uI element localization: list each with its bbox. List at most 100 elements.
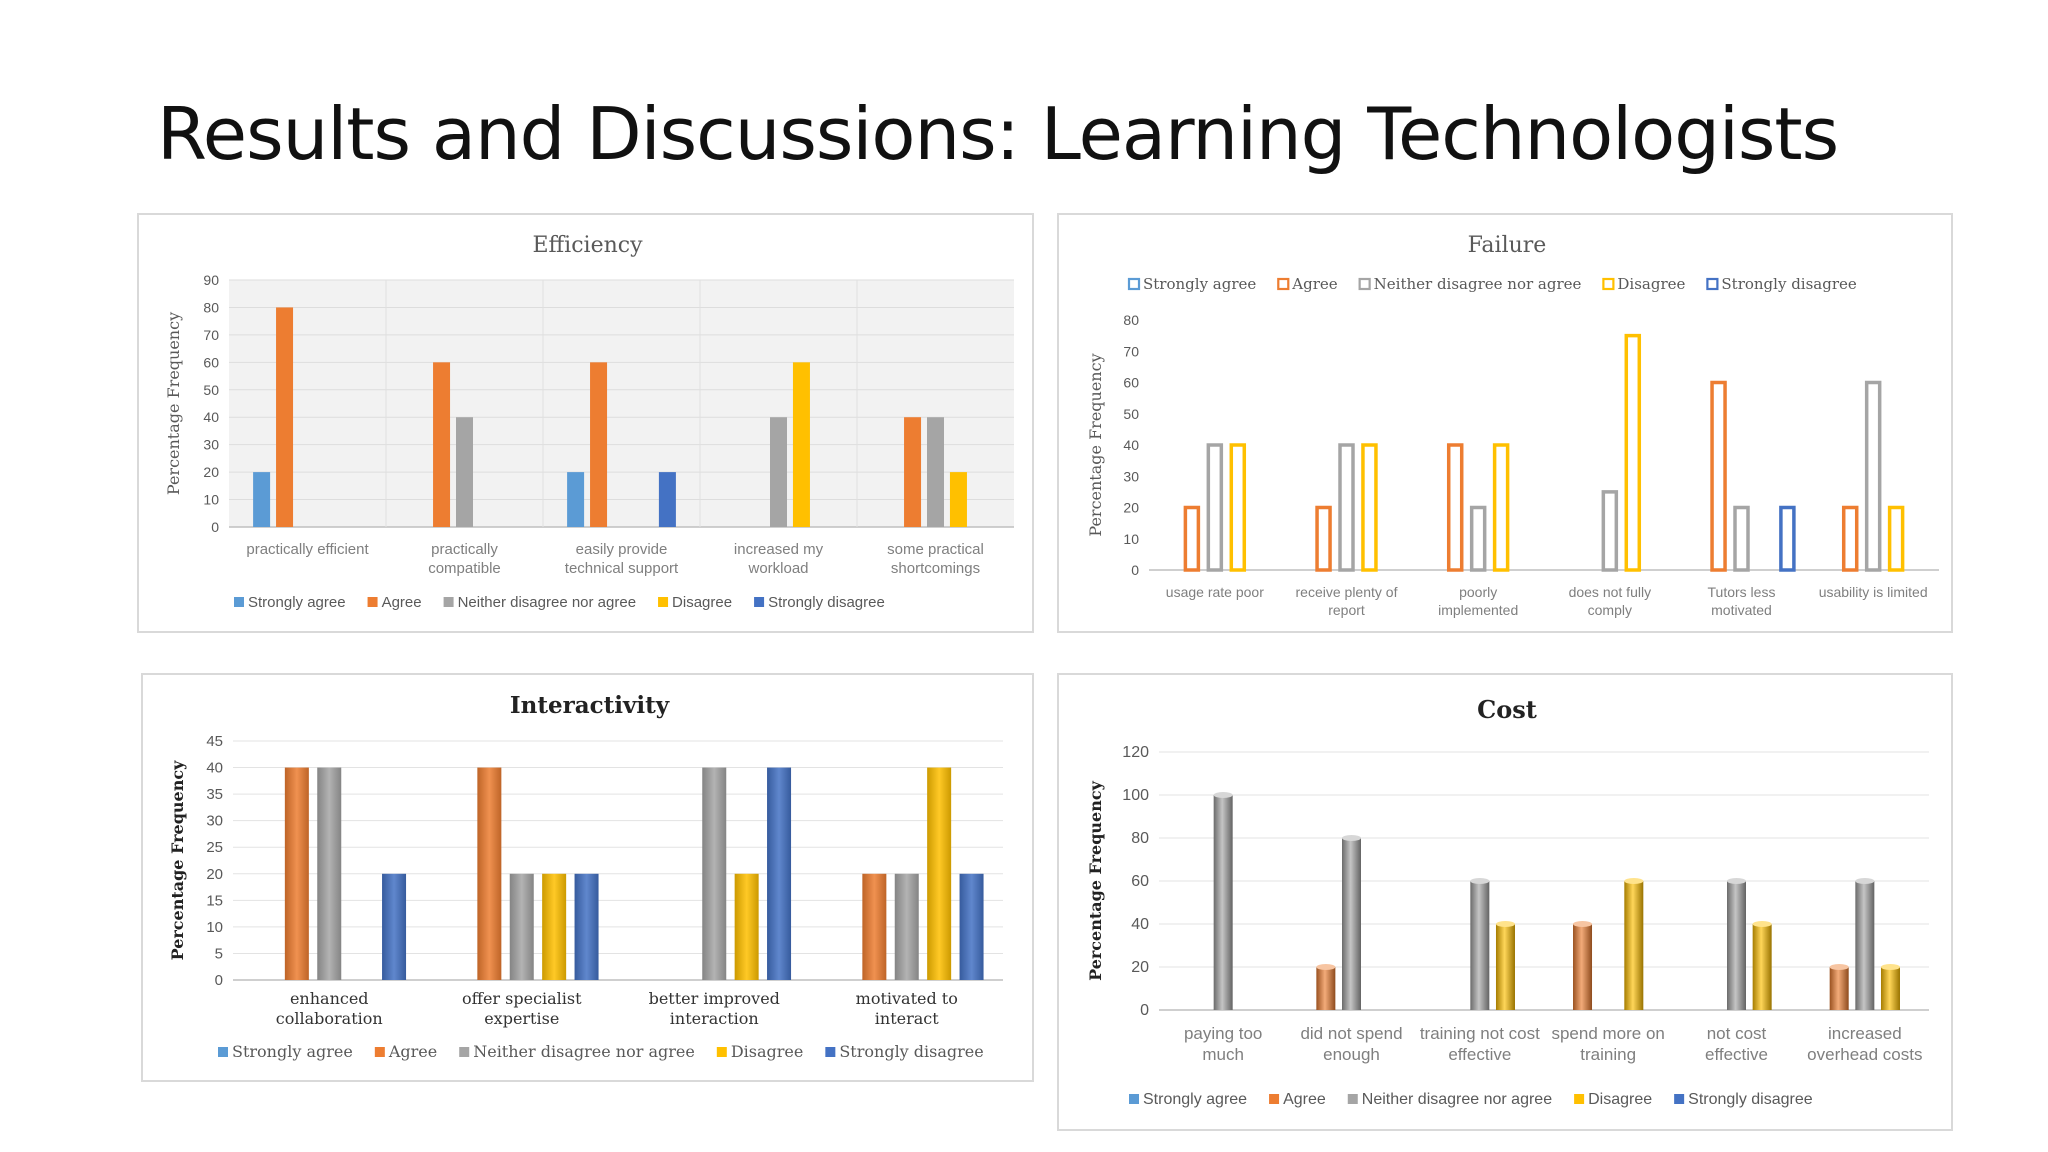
- y-tick-label: 70: [1123, 343, 1139, 359]
- bar-some-practical-shortcomings-neither-disagree-nor-agree: [927, 417, 944, 527]
- y-tick-label: 30: [203, 437, 219, 453]
- bar-training-not-cost-effective-disagree: [1495, 921, 1515, 1010]
- y-tick-label: 20: [1123, 500, 1139, 516]
- y-tick-label: 80: [1123, 312, 1139, 328]
- bar-usage-rate-poor-disagree: [1229, 443, 1247, 572]
- legend-swatch: [1602, 277, 1615, 291]
- bar-motivated-to-interact-strongly-disagree: [959, 873, 984, 980]
- legend-item-neither-disagree-nor-agree: Neither disagree nor agree: [1347, 1091, 1552, 1108]
- bar-training-not-cost-effective-neither-disagree-nor-agree: [1470, 878, 1490, 1010]
- category-label: spend more on training: [1551, 1024, 1664, 1064]
- y-tick-label: 25: [206, 839, 223, 856]
- legend-item-disagree: Disagree: [1574, 1091, 1652, 1108]
- y-tick-label: 45: [206, 733, 223, 750]
- y-tick-label: 70: [203, 327, 219, 343]
- bar-offer-specialist-expertise-neither-disagree-nor-agree: [509, 873, 534, 980]
- legend-swatch: [754, 597, 765, 607]
- bar-increased-overhead-costs-agree: [1829, 964, 1849, 1010]
- efficiency-chart: Efficiency Percentage Frequency 0 10 20 30 40 5…: [164, 233, 1014, 611]
- bar-offer-specialist-expertise-strongly-disagree: [574, 873, 599, 980]
- legend-label: Agree: [1291, 275, 1337, 293]
- bar-does-not-fully-comply-disagree: [1624, 333, 1642, 572]
- bar-usability-is-limited-agree: [1841, 505, 1859, 572]
- plot-area: [229, 280, 1014, 527]
- bar-paying-too-much-neither-disagree-nor-agree: [1213, 792, 1233, 1010]
- legend-label: Strongly disagree: [1688, 1091, 1813, 1108]
- bar-poorly-implemented-neither-disagree-nor-agree: [1469, 505, 1487, 572]
- legend-swatch: [1127, 277, 1141, 291]
- bar-increased-my-workload-disagree: [792, 362, 810, 527]
- category-label: some practical shortcomings: [887, 541, 984, 577]
- legend-item-strongly-agree: Strongly agree: [234, 594, 346, 611]
- bar-some-practical-shortcomings-agree: [904, 417, 922, 527]
- y-tick-label: 40: [1123, 437, 1139, 453]
- y-tick-label: 20: [206, 866, 223, 883]
- legend-label: Strongly agree: [232, 1042, 353, 1061]
- category-label: not cost effective: [1705, 1024, 1768, 1064]
- legend-label: Neither disagree nor agree: [1374, 275, 1582, 293]
- bar-increased-overhead-costs-neither-disagree-nor-agree: [1855, 878, 1875, 1010]
- bar-motivated-to-interact-agree: [862, 873, 887, 980]
- y-tick-label: 60: [203, 354, 219, 370]
- y-tick-label: 30: [1123, 468, 1139, 484]
- legend-item-agree: Agree: [1277, 275, 1338, 293]
- bar-motivated-to-interact-neither-disagree-nor-agree: [894, 873, 919, 980]
- legend-item-disagree: Disagree: [658, 594, 732, 611]
- legend-swatch: [218, 1047, 228, 1057]
- y-tick-label: 10: [203, 492, 219, 508]
- legend-item-neither-disagree-nor-agree: Neither disagree nor agree: [459, 1042, 695, 1061]
- legend-label: Strongly agree: [1143, 275, 1256, 293]
- bar-enhanced-collaboration-agree: [284, 767, 309, 980]
- y-tick-label: 0: [215, 972, 223, 989]
- y-tick-label: 100: [1122, 787, 1149, 804]
- y-tick-label: 30: [206, 813, 223, 830]
- legend-item-agree: Agree: [374, 1042, 437, 1061]
- bar-did-not-spend-enough-neither-disagree-nor-agree: [1342, 835, 1361, 1010]
- legend-label: Strongly disagree: [839, 1042, 983, 1061]
- legend-label: Strongly agree: [1143, 1091, 1247, 1108]
- interactivity-chart-panel: Interactivity Percentage Frequency 0 5 10 15 2…: [141, 673, 1034, 1082]
- y-axis-label: Percentage Frequency: [164, 312, 183, 495]
- legend-item-agree: Agree: [367, 594, 422, 611]
- bar-increased-my-workload-neither-disagree-nor-agree: [770, 417, 787, 527]
- bar-did-not-spend-enough-agree: [1316, 964, 1336, 1010]
- legend-item-disagree: Disagree: [716, 1042, 803, 1061]
- bar-better-improved-interaction-disagree: [734, 873, 759, 980]
- y-tick-label: 5: [215, 945, 223, 962]
- legend-label: Neither disagree nor agree: [1362, 1091, 1552, 1108]
- category-label: Tutors less motivated: [1708, 584, 1776, 618]
- legend-label: Disagree: [1617, 275, 1685, 293]
- y-axis-label: Percentage Frequency: [1086, 353, 1105, 536]
- bar-receive-plenty-of-report-agree: [1315, 505, 1332, 572]
- y-tick-label: 10: [1123, 531, 1139, 547]
- legend-label: Disagree: [672, 594, 732, 611]
- bar-easily-provide-technical-support-strongly-disagree: [658, 472, 676, 527]
- y-tick-label: 15: [206, 892, 223, 909]
- bar-receive-plenty-of-report-disagree: [1361, 443, 1378, 572]
- legend-swatch: [374, 1047, 385, 1057]
- bar-poorly-implemented-agree: [1446, 443, 1464, 572]
- category-label: usage rate poor: [1166, 584, 1264, 600]
- y-tick-label: 35: [206, 786, 223, 803]
- legend-label: Disagree: [1588, 1091, 1652, 1108]
- legend-item-strongly-agree: Strongly agree: [1127, 275, 1256, 293]
- category-label: does not fully comply: [1569, 584, 1652, 618]
- y-axis-label: Percentage Frequency: [168, 760, 187, 961]
- chart-legend: Strongly agree Agree Neither disagree nor …: [1127, 275, 1857, 293]
- bar-practically-efficient-agree: [276, 307, 294, 527]
- category-label: practically compatible: [428, 541, 501, 577]
- legend-swatch: [1347, 1094, 1358, 1104]
- chart-title: Interactivity: [510, 692, 670, 719]
- legend-swatch: [1674, 1094, 1685, 1104]
- category-label: paying too much: [1184, 1024, 1262, 1064]
- chart-title: Cost: [1477, 695, 1537, 724]
- legend-item-neither-disagree-nor-agree: Neither disagree nor agree: [1358, 275, 1582, 293]
- bar-increased-overhead-costs-disagree: [1880, 964, 1900, 1010]
- y-tick-label: 90: [203, 272, 219, 288]
- legend-swatch: [1269, 1094, 1280, 1104]
- legend-swatch: [825, 1047, 836, 1057]
- bar-usage-rate-poor-agree: [1183, 505, 1201, 572]
- bar-better-improved-interaction-neither-disagree-nor-agree: [702, 767, 727, 980]
- y-tick-label: 120: [1122, 744, 1149, 761]
- interactivity-chart: Interactivity Percentage Frequency 0 5 10 15 2…: [168, 692, 1003, 1061]
